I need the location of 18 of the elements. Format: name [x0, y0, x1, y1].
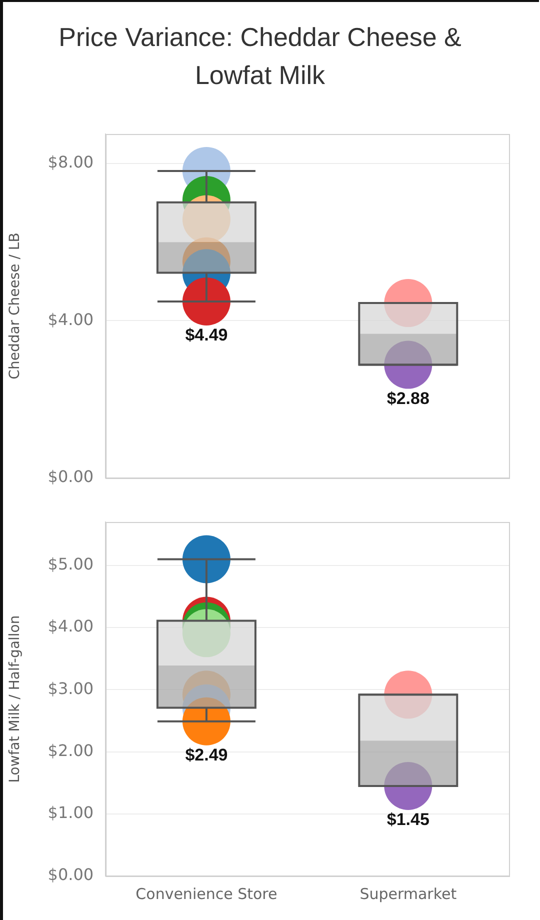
annotation: $2.88: [386, 388, 430, 408]
annotation: $4.49: [185, 326, 228, 345]
y-tick-label: $2.00: [48, 740, 94, 760]
y-axis-title: Cheddar Cheese / LB: [7, 232, 24, 380]
y-axis-title: Lowfat Milk / Half-gallon: [7, 615, 24, 783]
y-tick-label: $5.00: [48, 554, 94, 574]
y-tick-label: $1.00: [48, 803, 94, 822]
y-tick-label: $4.00: [48, 310, 94, 329]
x-tick-label: Supermarket: [360, 884, 457, 903]
y-tick-label: $4.00: [48, 616, 94, 636]
annotation: $2.49: [185, 746, 228, 765]
chart-title: Price Variance: Cheddar Cheese & Lowfat Milk: [58, 21, 462, 92]
y-tick-label: $3.00: [48, 678, 94, 698]
y-tick-label: $8.00: [48, 152, 94, 172]
annotation: $1.45: [386, 810, 430, 830]
x-tick-label: Convenience Store: [136, 884, 278, 903]
y-tick-label: $0.00: [48, 865, 94, 884]
y-tick-label: $0.00: [48, 467, 94, 486]
